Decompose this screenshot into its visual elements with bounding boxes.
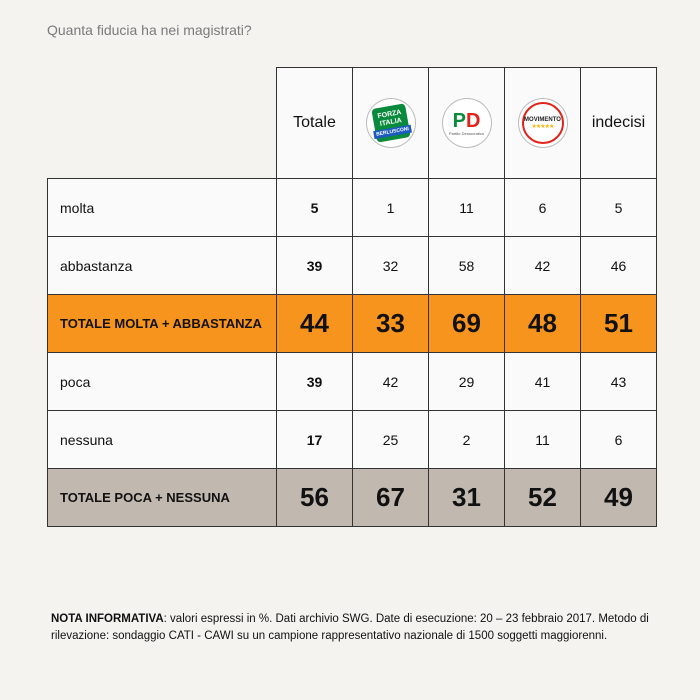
table-row: nessuna 17 25 2 11 6 xyxy=(47,410,657,469)
forza-italia-logo: FORZA ITALIA BERLUSCONI xyxy=(366,99,415,147)
pd-logo-d: D xyxy=(465,109,481,132)
page-title: Quanta fiducia ha nei magistrati? xyxy=(47,22,252,38)
table-cell: 41 xyxy=(504,352,581,411)
table-cell: 33 xyxy=(352,294,429,353)
column-header-pd: PD Partito Democratico xyxy=(428,67,505,179)
table-cell: 42 xyxy=(352,352,429,411)
row-label: molta xyxy=(47,178,277,237)
table-cell: 67 xyxy=(352,468,429,527)
table-cell: 5 xyxy=(580,178,657,237)
table-cell: 43 xyxy=(580,352,657,411)
pd-logo: PD Partito Democratico xyxy=(442,99,491,147)
row-label: nessuna xyxy=(47,410,277,469)
table-body: molta 5 1 11 6 5 abbastanza 39 32 58 42 46 TOTALE MO… xyxy=(47,178,657,527)
table-cell: 39 xyxy=(276,236,353,295)
column-header-label: Totale xyxy=(293,114,336,131)
table-cell: 17 xyxy=(276,410,353,469)
table-cell: 6 xyxy=(580,410,657,469)
table-cell: 49 xyxy=(580,468,657,527)
table-cell: 32 xyxy=(352,236,429,295)
column-header-totale: Totale xyxy=(276,67,353,179)
row-label: abbastanza xyxy=(47,236,277,295)
m5s-logo-stars: ★★★★★ xyxy=(531,123,555,130)
column-header-m5s: MOVIMENTO ★★★★★ xyxy=(504,67,581,179)
table-row: TOTALE MOLTA + ABBASTANZA 44 33 69 48 51 xyxy=(47,294,657,353)
table-cell: 6 xyxy=(504,178,581,237)
table-cell: 48 xyxy=(504,294,581,353)
table-corner xyxy=(48,68,277,179)
pd-logo-sub: Partito Democratico xyxy=(448,130,485,136)
table-cell: 11 xyxy=(504,410,581,469)
fi-logo-text-3: BERLUSCONI xyxy=(373,124,411,139)
table-cell: 58 xyxy=(428,236,505,295)
pd-logo-p: P xyxy=(452,109,466,132)
table-cell: 69 xyxy=(428,294,505,353)
data-table: Totale FORZA ITALIA BERLUSCONI PD xyxy=(47,67,657,527)
note-text: : valori espressi in %. Dati archivio SW… xyxy=(51,613,649,642)
column-header-forza-italia: FORZA ITALIA BERLUSCONI xyxy=(352,67,429,179)
column-header-label: indecisi xyxy=(591,114,646,131)
column-header-indecisi: indecisi xyxy=(580,67,657,179)
table-row: molta 5 1 11 6 5 xyxy=(47,178,657,237)
row-label: TOTALE POCA + NESSUNA xyxy=(47,468,277,527)
table-row: TOTALE POCA + NESSUNA 56 67 31 52 49 xyxy=(47,468,657,527)
table-row: abbastanza 39 32 58 42 46 xyxy=(47,236,657,295)
table-cell: 25 xyxy=(352,410,429,469)
table-cell: 5 xyxy=(276,178,353,237)
m5s-logo: MOVIMENTO ★★★★★ xyxy=(518,99,567,147)
table-cell: 39 xyxy=(276,352,353,411)
info-note: NOTA INFORMATIVA: valori espressi in %. … xyxy=(51,611,651,645)
table-cell: 52 xyxy=(504,468,581,527)
table-cell: 11 xyxy=(428,178,505,237)
table-cell: 46 xyxy=(580,236,657,295)
row-label: poca xyxy=(47,352,277,411)
table-cell: 44 xyxy=(276,294,353,353)
note-title: NOTA INFORMATIVA xyxy=(51,613,164,625)
table-cell: 29 xyxy=(428,352,505,411)
table-cell: 2 xyxy=(428,410,505,469)
m5s-logo-text: MOVIMENTO xyxy=(524,116,561,123)
table-row: poca 39 42 29 41 43 xyxy=(47,352,657,411)
table-cell: 1 xyxy=(352,178,429,237)
row-label: TOTALE MOLTA + ABBASTANZA xyxy=(47,294,277,353)
table-cell: 42 xyxy=(504,236,581,295)
table-cell: 56 xyxy=(276,468,353,527)
table-cell: 51 xyxy=(580,294,657,353)
table-cell: 31 xyxy=(428,468,505,527)
